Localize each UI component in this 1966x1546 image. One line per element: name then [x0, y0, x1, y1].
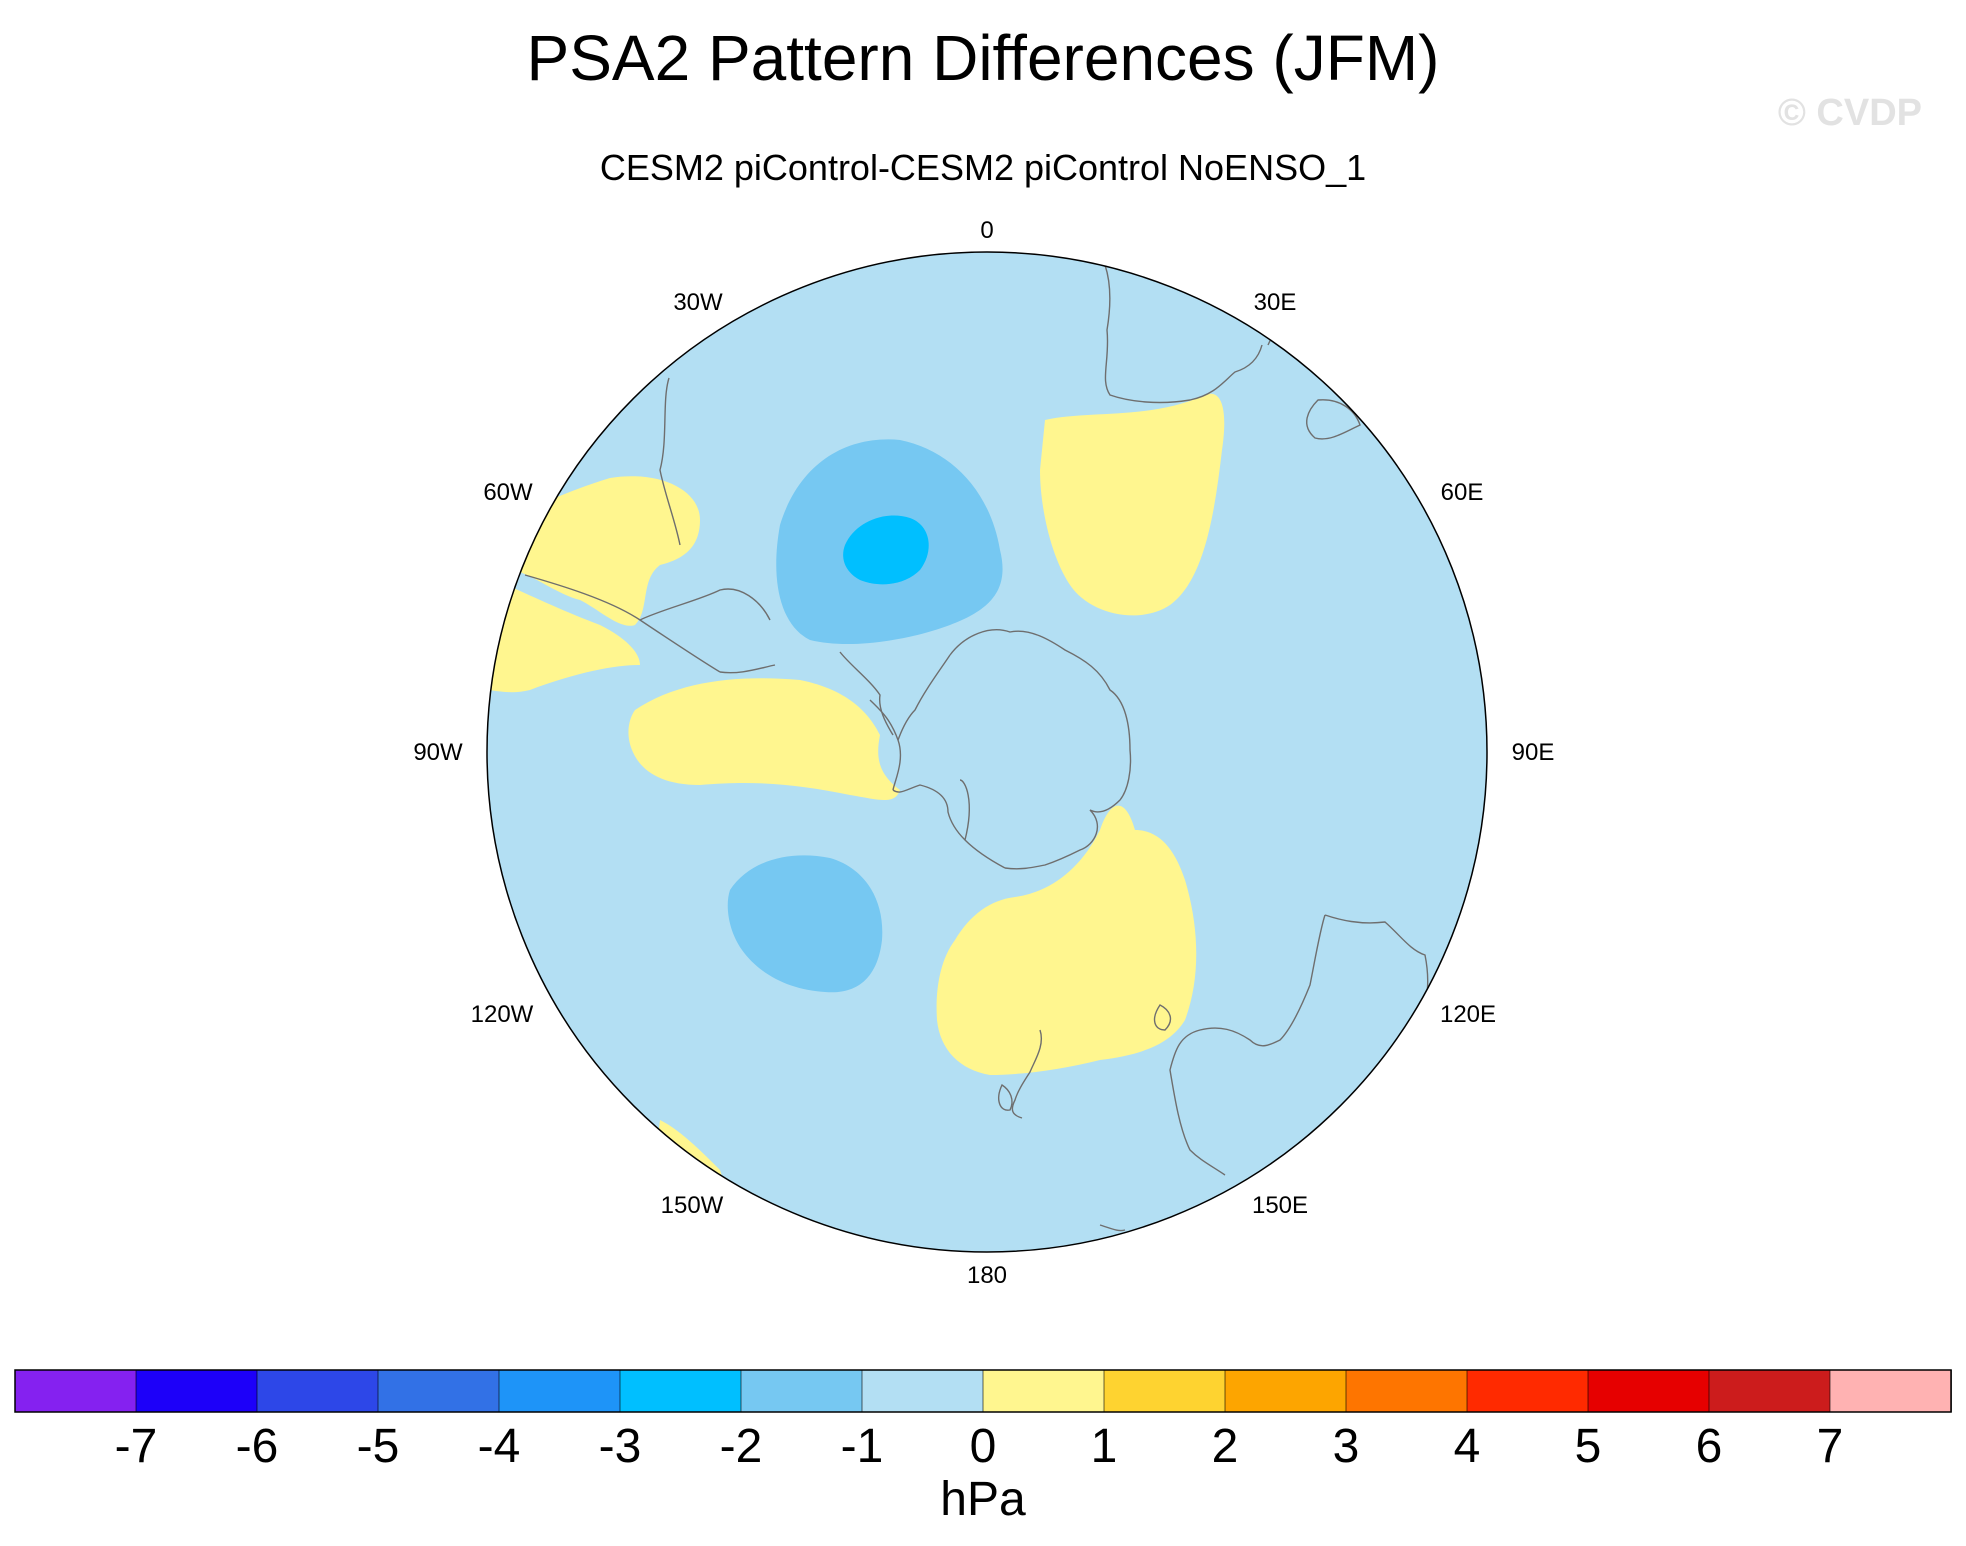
colorbar-tick-label: -6 — [236, 1420, 279, 1473]
negative-anomaly-core — [843, 515, 929, 585]
longitude-label: 150E — [1252, 1192, 1308, 1219]
colorbar-swatch — [377, 1369, 500, 1413]
longitude-label: 90W — [413, 739, 463, 766]
colorbar-swatch — [135, 1369, 258, 1413]
colorbar-swatch — [619, 1369, 742, 1413]
longitude-label: 60E — [1441, 479, 1484, 506]
colorbar-swatch — [1224, 1369, 1347, 1413]
cvdp-watermark: © CVDP — [1777, 92, 1922, 134]
colorbar-tick-label: 5 — [1575, 1420, 1602, 1473]
colorbar-tick-label: 0 — [970, 1420, 997, 1473]
longitude-label: 0 — [980, 217, 993, 244]
colorbar-swatch — [1708, 1369, 1831, 1413]
polar-map — [487, 252, 1487, 1252]
map-background — [487, 252, 1487, 1252]
colorbar-tick-label: 4 — [1454, 1420, 1481, 1473]
colorbar-tick-label: 6 — [1696, 1420, 1723, 1473]
map-title: PSA2 Pattern Differences (JFM) — [526, 22, 1440, 94]
colorbar-swatch — [861, 1369, 984, 1413]
colorbar-swatch — [982, 1369, 1105, 1413]
colorbar-tick-label: 7 — [1817, 1420, 1844, 1473]
colorbar-swatch — [498, 1369, 621, 1413]
coastlines — [524, 264, 1429, 1232]
colorbar-units: hPa — [940, 1473, 1026, 1526]
longitude-label: 150W — [661, 1192, 724, 1219]
colorbar: -7 -6 -5 -4 -3 -2 -1 0 1 2 3 4 5 6 7 hPa — [14, 1369, 1952, 1526]
colorbar-swatch — [256, 1369, 379, 1413]
longitude-label: 90E — [1512, 739, 1555, 766]
positive-anomaly-region — [628, 678, 900, 800]
colorbar-swatch — [1587, 1369, 1710, 1413]
colorbar-swatch — [14, 1369, 137, 1413]
colorbar-tick-label: -3 — [599, 1420, 642, 1473]
positive-anomaly-region — [1040, 393, 1225, 616]
colorbar-swatch — [1466, 1369, 1589, 1413]
colorbar-swatch — [740, 1369, 863, 1413]
colorbar-tick-label: -4 — [478, 1420, 521, 1473]
map-subtitle: CESM2 piControl-CESM2 piControl NoENSO_1 — [599, 147, 1367, 188]
longitude-label: 180 — [967, 1262, 1007, 1289]
colorbar-tick-label: 2 — [1212, 1420, 1239, 1473]
longitude-label: 120E — [1440, 1001, 1496, 1028]
colorbar-swatch — [1345, 1369, 1468, 1413]
longitude-label: 60W — [483, 479, 533, 506]
colorbar-tick-label: -2 — [720, 1420, 763, 1473]
colorbar-tick-label: -5 — [357, 1420, 400, 1473]
colorbar-swatch — [1103, 1369, 1226, 1413]
colorbar-tick-label: -1 — [841, 1420, 884, 1473]
colorbar-swatch — [1829, 1369, 1952, 1413]
longitude-label: 30W — [673, 289, 723, 316]
longitude-label: 30E — [1254, 289, 1297, 316]
colorbar-tick-label: 3 — [1333, 1420, 1360, 1473]
longitude-labels: 0 30E 60E 90E 120E 150E 180 150W 120W 90… — [413, 217, 1554, 1289]
negative-anomaly-region — [727, 855, 883, 993]
colorbar-tick-label: -7 — [115, 1420, 158, 1473]
positive-anomaly-region — [487, 580, 640, 693]
longitude-label: 120W — [471, 1001, 534, 1028]
colorbar-tick-label: 1 — [1091, 1420, 1118, 1473]
positive-anomaly-region — [936, 805, 1197, 1075]
